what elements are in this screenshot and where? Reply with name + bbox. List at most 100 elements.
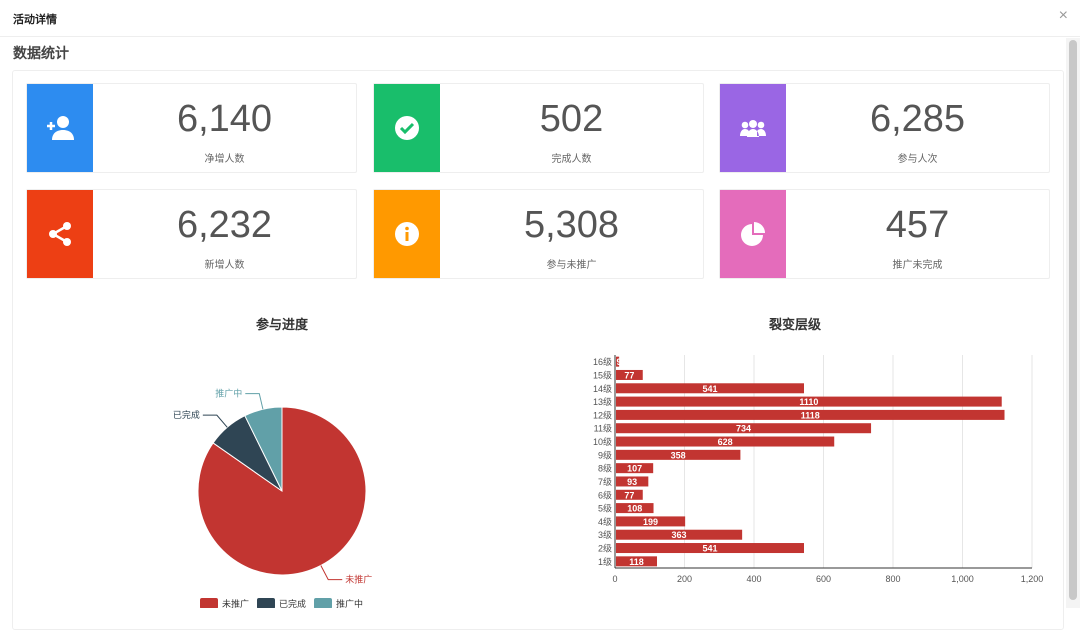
legend-swatch[interactable]	[314, 598, 332, 608]
pie-label: 未推广	[345, 574, 372, 585]
bar-value-label: 118	[629, 557, 644, 567]
bar-value-label: 77	[624, 370, 634, 380]
bar[interactable]	[616, 396, 1002, 407]
stat-card: 502 完成人数	[373, 83, 704, 173]
x-tick-label: 600	[816, 574, 831, 584]
bar[interactable]	[616, 436, 835, 447]
y-tick-label: 6级	[598, 489, 612, 500]
bar[interactable]	[616, 356, 620, 367]
bar[interactable]	[616, 529, 743, 540]
users-icon	[720, 84, 786, 172]
bar-value-label: 1118	[801, 410, 820, 420]
bar-value-label: 734	[736, 424, 751, 434]
bar-value-label: 77	[624, 490, 634, 500]
check-circle-icon	[374, 84, 440, 172]
pie-label: 推广中	[215, 388, 242, 399]
stat-value: 502	[539, 98, 604, 140]
stat-card: 457 推广未完成	[719, 189, 1050, 279]
stat-label: 参与人次	[897, 154, 938, 165]
y-tick-label: 9级	[598, 449, 612, 460]
bar[interactable]	[616, 409, 1005, 420]
pie-label-line	[320, 565, 343, 581]
bar[interactable]	[616, 449, 741, 460]
bar-chart-title: 裂变层级	[768, 317, 822, 332]
y-tick-label: 1级	[598, 556, 612, 567]
bar[interactable]	[616, 476, 649, 487]
legend-swatch[interactable]	[200, 598, 218, 608]
bar[interactable]	[616, 383, 804, 394]
pie-label-line	[245, 393, 264, 410]
stat-label: 新增人数	[204, 260, 245, 271]
bar-value-label: 1110	[799, 397, 818, 407]
bar[interactable]	[616, 503, 654, 514]
bar[interactable]	[616, 556, 658, 567]
bar-value-label: 363	[672, 530, 687, 540]
bar[interactable]	[616, 489, 643, 500]
stat-label: 完成人数	[551, 154, 592, 165]
y-tick-label: 2级	[598, 543, 612, 554]
modal-header: 活动详情 ×	[0, 0, 1080, 37]
stat-label: 推广未完成	[892, 260, 943, 271]
share-icon	[27, 190, 93, 278]
legend-label[interactable]: 未推广	[222, 598, 249, 608]
bar-value-label: 541	[702, 544, 717, 554]
y-tick-label: 7级	[598, 476, 612, 487]
x-tick-label: 800	[885, 574, 900, 584]
legend-label[interactable]: 已完成	[279, 598, 306, 608]
y-tick-label: 12级	[593, 409, 612, 420]
legend-swatch[interactable]	[257, 598, 275, 608]
scrollbar[interactable]	[1066, 38, 1080, 608]
stat-value: 6,285	[869, 98, 966, 140]
bar-value-label: 628	[718, 437, 733, 447]
y-tick-label: 13级	[593, 396, 612, 407]
bar-value-label: 93	[627, 477, 637, 487]
bar[interactable]	[616, 516, 686, 527]
x-tick-label: 1,000	[951, 574, 974, 584]
y-tick-label: 4级	[598, 516, 612, 527]
bar-value-label: 199	[643, 517, 658, 527]
stat-card: 6,232 新增人数	[26, 189, 357, 279]
pie-chart-title: 参与进度	[255, 317, 309, 332]
legend-label[interactable]: 推广中	[336, 598, 363, 608]
stat-label: 参与未推广	[546, 260, 597, 271]
bar-value-label: 9	[616, 357, 621, 367]
section-title: 数据统计	[13, 45, 69, 61]
x-tick-label: 200	[677, 574, 692, 584]
pie-chart-icon	[720, 190, 786, 278]
modal-title: 活动详情	[13, 14, 57, 26]
stat-value: 6,232	[176, 204, 273, 246]
bar[interactable]	[616, 543, 804, 554]
y-tick-label: 3级	[598, 529, 612, 540]
stat-value: 5,308	[523, 204, 620, 246]
stat-value: 457	[885, 204, 950, 246]
stat-card: 5,308 参与未推广	[373, 189, 704, 279]
stat-card: 6,140 净增人数	[26, 83, 357, 173]
user-plus-icon	[27, 84, 93, 172]
stat-label: 净增人数	[204, 154, 245, 165]
pie-label: 已完成	[173, 409, 200, 420]
bar[interactable]	[616, 369, 643, 380]
y-tick-label: 11级	[594, 423, 612, 434]
bar-value-label: 107	[627, 464, 642, 474]
bar-value-label: 358	[671, 450, 686, 460]
y-tick-label: 10级	[593, 436, 612, 447]
y-tick-label: 16级	[593, 356, 612, 367]
info-circle-icon	[374, 190, 440, 278]
y-tick-label: 5级	[598, 503, 612, 514]
pie-label-line	[202, 414, 228, 428]
x-tick-label: 1,200	[1021, 574, 1044, 584]
x-tick-label: 400	[746, 574, 761, 584]
x-tick-label: 0	[612, 574, 617, 584]
bar-value-label: 541	[702, 384, 717, 394]
bar[interactable]	[616, 423, 872, 434]
bar-chart: 0 200 400 600 800 1,000 1,200 118 1级 541 2级 363 3级 19…	[593, 355, 1044, 584]
y-tick-label: 15级	[593, 369, 612, 380]
close-icon[interactable]: ×	[1058, 7, 1068, 24]
stat-card: 6,285 参与人次	[719, 83, 1050, 173]
y-tick-label: 8级	[598, 463, 612, 474]
bar-value-label: 108	[627, 504, 642, 514]
stat-value: 6,140	[176, 98, 273, 140]
y-tick-label: 14级	[593, 383, 612, 394]
bar[interactable]	[616, 463, 654, 474]
